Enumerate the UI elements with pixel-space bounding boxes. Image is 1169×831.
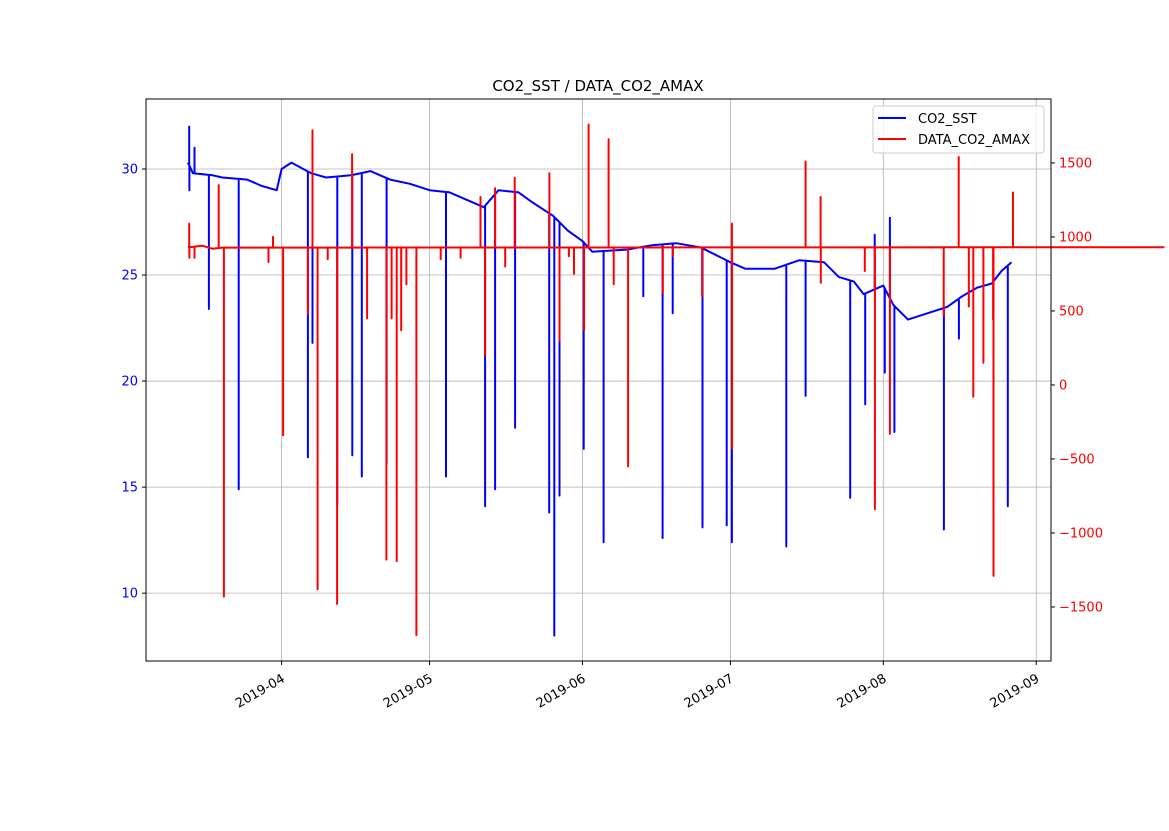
right-y-tick-label: 1500 [1059,156,1092,171]
x-tick-label: 2019-09 [988,671,1043,711]
right-y-tick-label: 1000 [1059,230,1092,245]
x-axis: 2019-04 2019-05 2019-06 2019-07 2019-08 2019-… [233,661,1042,712]
right-y-axis: −1500 −1000 −500 0 500 1000 1500 [1051,156,1103,615]
x-tick-label: 2019-07 [682,671,737,711]
left-y-tick-label: 10 [121,587,138,602]
x-tick-label: 2019-05 [381,671,436,711]
left-y-tick-label: 30 [121,162,138,177]
legend-label-co2-sst: CO2_SST [918,112,977,127]
series-line-data-co2-amax [187,123,1165,637]
left-y-tick-label: 20 [121,375,138,390]
x-tick-label: 2019-04 [233,671,288,711]
right-y-tick-label: 0 [1059,378,1067,393]
right-y-tick-label: −1500 [1059,600,1103,615]
plot-area [186,123,1165,637]
grid [146,99,1051,661]
x-tick-label: 2019-06 [534,671,589,711]
legend: CO2_SST DATA_CO2_AMAX [872,105,1045,154]
x-tick-label: 2019-08 [835,671,890,711]
right-y-tick-label: −1000 [1059,526,1103,541]
chart-title: CO2_SST / DATA_CO2_AMAX [492,77,703,96]
left-y-tick-label: 15 [121,481,138,496]
left-y-axis: 10 15 20 25 30 [121,162,146,602]
left-y-tick-label: 25 [121,269,138,284]
axes-frame [145,98,1052,662]
legend-label-data-co2-amax: DATA_CO2_AMAX [918,133,1030,148]
series-line-co2-sst [186,125,1013,637]
right-y-tick-label: −500 [1059,452,1095,467]
right-y-tick-label: 500 [1059,304,1084,319]
